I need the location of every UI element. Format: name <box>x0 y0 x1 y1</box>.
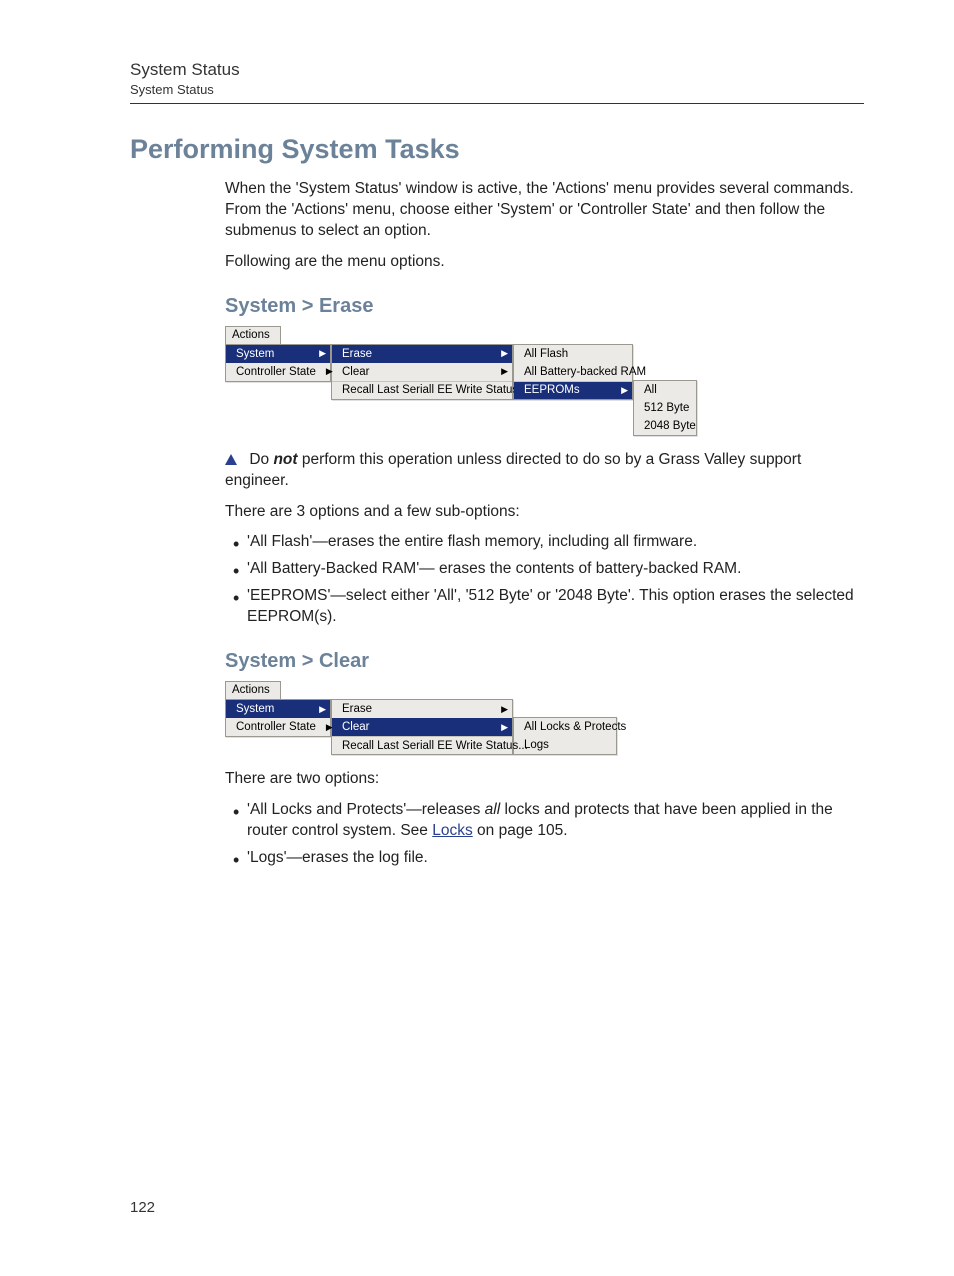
running-header: System Status System Status <box>130 60 864 104</box>
menu-item-system[interactable]: System ▶ <box>226 700 330 718</box>
menu-label: Recall Last Seriall EE Write Status... <box>342 740 528 752</box>
menu-label: Controller State <box>236 366 316 378</box>
menu-item-logs[interactable]: Logs <box>514 736 616 754</box>
erase-warning: Do not perform this operation unless dir… <box>225 450 864 492</box>
menu-label: Logs <box>524 739 549 751</box>
menu-item-recall[interactable]: Recall Last Seriall EE Write Status... <box>332 736 512 754</box>
b1-pre: 'All Locks and Protects'—releases <box>247 801 485 818</box>
menu-label: EEPROMs <box>524 384 580 396</box>
list-item: 'EEPROMS'—select either 'All', '512 Byte… <box>247 586 864 628</box>
menu-item-eeprom-all[interactable]: All <box>634 381 696 399</box>
submenu-arrow-icon: ▶ <box>491 349 508 358</box>
menu-label: Clear <box>342 366 369 378</box>
erase-opts-intro: There are 3 options and a few sub-option… <box>225 502 864 523</box>
header-sub: System Status <box>130 82 864 97</box>
header-title: System Status <box>130 60 864 80</box>
list-item: 'All Battery-Backed RAM'— erases the con… <box>247 559 864 580</box>
menu-label: System <box>236 703 274 715</box>
menu-item-controller-state[interactable]: Controller State ▶ <box>226 363 330 381</box>
menu-label: System <box>236 348 274 360</box>
menu-item-eeproms[interactable]: EEPROMs ▶ <box>514 381 632 399</box>
intro-para-2: Following are the menu options. <box>225 252 864 273</box>
menu-label: Erase <box>342 703 372 715</box>
menu-label: 2048 Byte <box>644 420 696 432</box>
menu-label: All Locks & Protects <box>524 721 626 733</box>
submenu-arrow-icon: ▶ <box>316 723 333 732</box>
page-number: 122 <box>130 1199 864 1216</box>
list-item: 'Logs'—erases the log file. <box>247 848 864 869</box>
menu-item-eeprom-2048[interactable]: 2048 Byte <box>634 417 696 435</box>
clear-bullet-list: 'All Locks and Protects'—releases all lo… <box>225 800 864 869</box>
b1-ital: all <box>485 801 501 818</box>
erase-heading: System > Erase <box>225 295 864 318</box>
menu-item-erase[interactable]: Erase ▶ <box>332 700 512 718</box>
submenu-arrow-icon: ▶ <box>611 386 628 395</box>
submenu-arrow-icon: ▶ <box>491 367 508 376</box>
menu-item-system[interactable]: System ▶ <box>226 345 330 363</box>
menu-label: All Battery-backed RAM <box>524 366 646 378</box>
submenu-arrow-icon: ▶ <box>309 349 326 358</box>
clear-menu-screenshot: Actions System ▶ Controller State ▶ Eras… <box>225 681 864 755</box>
submenu-arrow-icon: ▶ <box>309 705 326 714</box>
actions-tab[interactable]: Actions <box>225 681 281 699</box>
clear-opts-intro: There are two options: <box>225 769 864 790</box>
page-heading: Performing System Tasks <box>130 134 864 165</box>
menu-item-clear[interactable]: Clear ▶ <box>332 718 512 736</box>
warning-triangle-icon <box>225 454 237 465</box>
actions-tab[interactable]: Actions <box>225 326 281 344</box>
menu-label: All <box>644 384 657 396</box>
menu-item-all-locks[interactable]: All Locks & Protects <box>514 718 616 736</box>
menu-label: Erase <box>342 348 372 360</box>
warn-prefix: Do <box>249 451 273 468</box>
warn-suffix: perform this operation unless directed t… <box>225 451 801 489</box>
menu-label: Recall Last Seriall EE Write Status... <box>342 384 528 396</box>
menu-item-clear[interactable]: Clear ▶ <box>332 363 512 381</box>
list-item: 'All Flash'—erases the entire flash memo… <box>247 532 864 553</box>
menu-label: 512 Byte <box>644 402 689 414</box>
submenu-arrow-icon: ▶ <box>491 705 508 714</box>
submenu-arrow-icon: ▶ <box>316 367 333 376</box>
erase-menu-screenshot: Actions System ▶ Controller State ▶ Eras… <box>225 326 864 436</box>
menu-item-eeprom-512[interactable]: 512 Byte <box>634 399 696 417</box>
menu-label: Clear <box>342 721 369 733</box>
intro-para-1: When the 'System Status' window is activ… <box>225 179 864 242</box>
menu-item-recall[interactable]: Recall Last Seriall EE Write Status... <box>332 381 512 399</box>
submenu-arrow-icon: ▶ <box>491 723 508 732</box>
header-rule <box>130 103 864 104</box>
clear-heading: System > Clear <box>225 650 864 673</box>
warn-not: not <box>273 451 297 468</box>
b1-post: on page 105. <box>473 822 568 839</box>
menu-item-all-flash[interactable]: All Flash <box>514 345 632 363</box>
list-item: 'All Locks and Protects'—releases all lo… <box>247 800 864 842</box>
locks-link[interactable]: Locks <box>432 822 473 839</box>
erase-bullet-list: 'All Flash'—erases the entire flash memo… <box>225 532 864 628</box>
menu-item-erase[interactable]: Erase ▶ <box>332 345 512 363</box>
menu-item-all-ram[interactable]: All Battery-backed RAM <box>514 363 632 381</box>
menu-item-controller-state[interactable]: Controller State ▶ <box>226 718 330 736</box>
menu-label: Controller State <box>236 721 316 733</box>
menu-label: All Flash <box>524 348 568 360</box>
